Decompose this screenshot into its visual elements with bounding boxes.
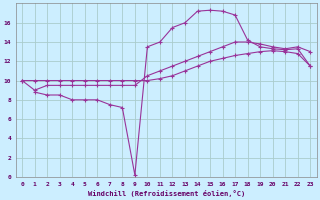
X-axis label: Windchill (Refroidissement éolien,°C): Windchill (Refroidissement éolien,°C) — [88, 190, 245, 197]
